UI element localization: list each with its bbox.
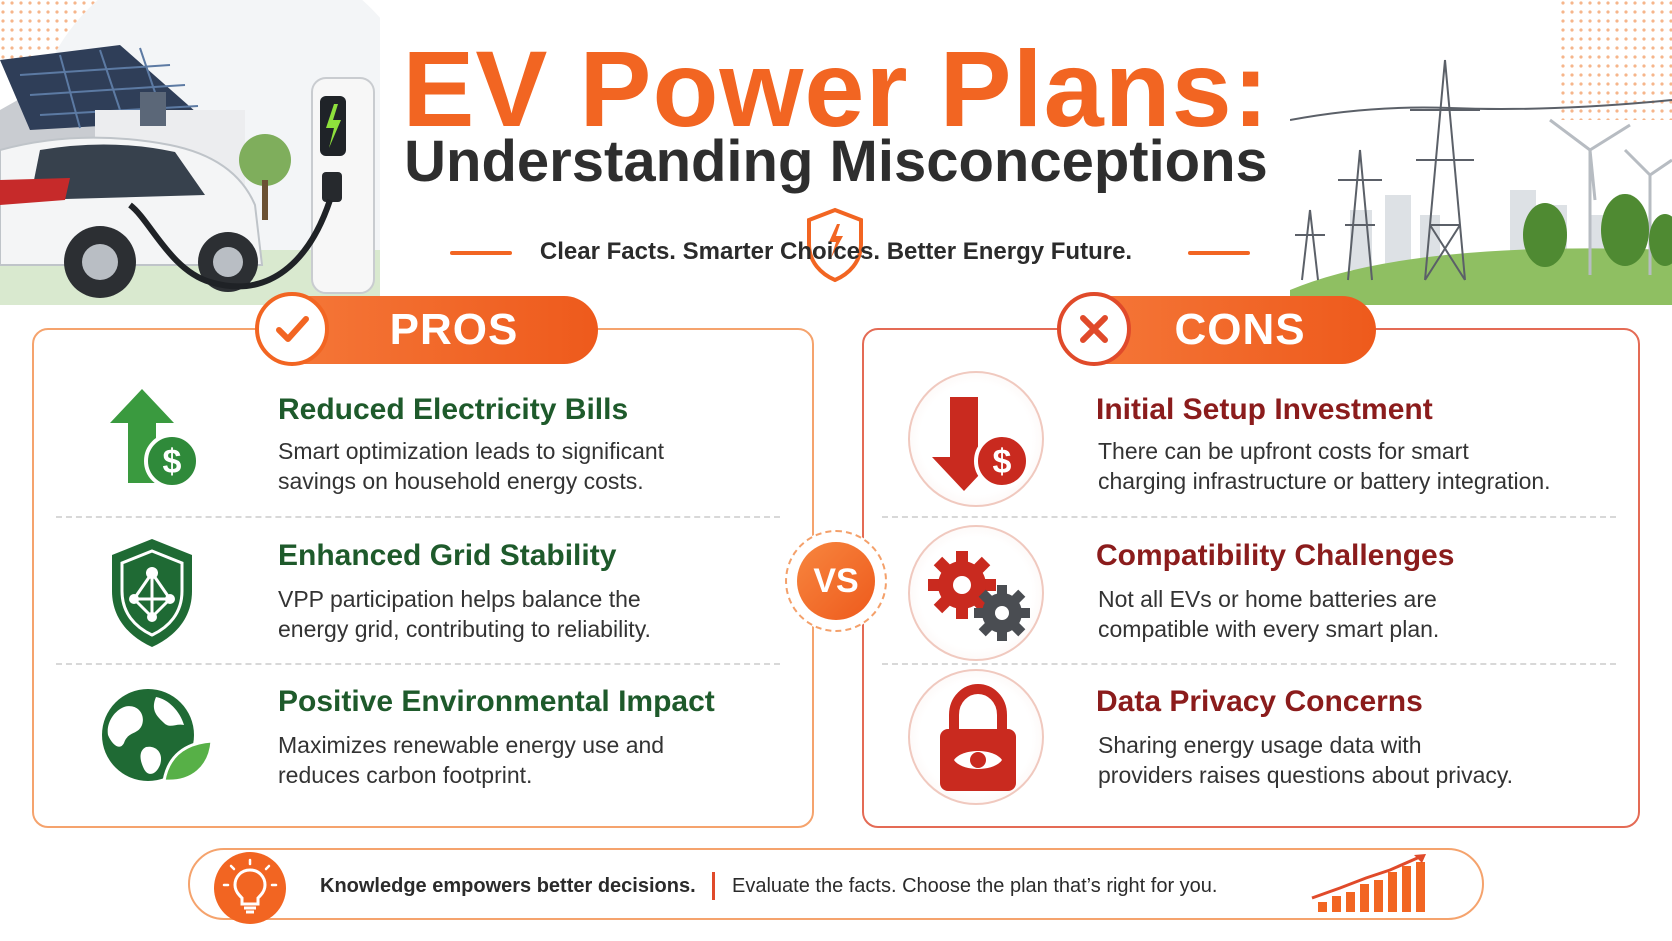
lightbulb-icon	[214, 852, 286, 924]
pros-divider	[56, 663, 780, 665]
footer-separator	[712, 872, 715, 900]
pros-item-title: Reduced Electricity Bills	[278, 393, 629, 426]
power-grid-illustration	[1290, 0, 1672, 305]
cons-item-title: Initial Setup Investment	[1096, 393, 1433, 426]
pros-divider	[56, 516, 780, 518]
gears-icon	[908, 525, 1044, 661]
padlock-eye-icon	[908, 669, 1044, 805]
footer-text: Evaluate the facts. Choose the plan that…	[732, 875, 1218, 897]
pros-item-desc: Smart optimization leads to significant s…	[278, 438, 665, 494]
cons-item-desc: Sharing energy usage data with providers …	[1098, 732, 1514, 788]
checkmark-icon	[255, 292, 329, 366]
tagline-rule-left	[450, 251, 512, 255]
pros-item-title: Positive Environmental Impact	[278, 685, 715, 718]
shield-bolt-icon	[807, 207, 863, 283]
page-title: EV Power Plans:	[402, 28, 1270, 149]
vs-badge: VS	[785, 530, 887, 632]
arrow-down-dollar-icon: $	[908, 371, 1044, 507]
globe-leaf-icon	[84, 669, 220, 805]
tagline-rule-right	[1188, 251, 1250, 255]
pros-item-desc: Maximizes renewable energy use and reduce…	[278, 732, 665, 788]
cons-divider	[882, 516, 1616, 518]
pros-item-desc: VPP participation helps balance the energ…	[278, 586, 651, 642]
pros-item-title: Enhanced Grid Stability	[278, 539, 617, 572]
page-subtitle: Understanding Misconceptions	[404, 129, 1268, 194]
svg-text:$: $	[163, 443, 182, 481]
shield-network-icon	[84, 525, 220, 661]
cons-item-title: Data Privacy Concerns	[1096, 685, 1423, 718]
cons-item-title: Compatibility Challenges	[1096, 539, 1455, 572]
cons-divider	[882, 663, 1616, 665]
tagline: Clear Facts. Smarter Choices. Better Ene…	[539, 238, 1133, 265]
growth-chart-icon	[1311, 854, 1426, 912]
arrow-up-dollar-icon: $	[84, 371, 220, 507]
footer-banner	[188, 848, 1484, 920]
cons-item-desc: Not all EVs or home batteries are compati…	[1098, 586, 1440, 642]
ev-charging-illustration	[0, 0, 380, 305]
cross-icon	[1057, 292, 1131, 366]
vs-label: VS	[797, 542, 875, 620]
cons-item-desc: There can be upfront costs for smart char…	[1098, 438, 1551, 494]
footer-headline: Knowledge empowers better decisions.	[320, 875, 696, 897]
svg-text:$: $	[993, 443, 1012, 481]
